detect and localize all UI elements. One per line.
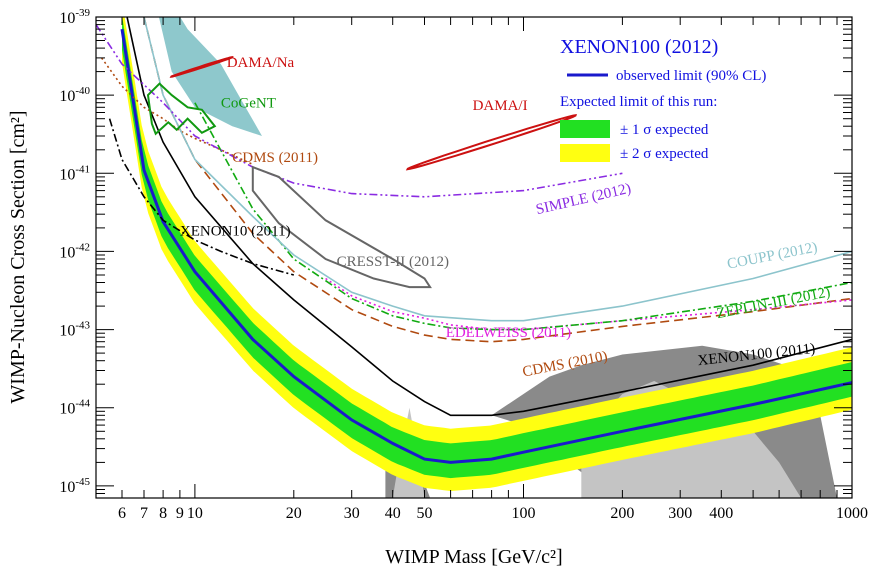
x-tick-label: 400 xyxy=(709,505,733,522)
label-cresst-ii-2012: CRESST-II (2012) xyxy=(337,254,449,270)
x-tick-label: 8 xyxy=(159,505,167,522)
x-tick-label: 200 xyxy=(610,505,634,522)
curve-cdms-2010 xyxy=(143,17,852,343)
x-tick-label: 50 xyxy=(417,505,433,522)
curve-xenon100-2011 xyxy=(126,17,852,417)
legend-title: XENON100 (2012) xyxy=(560,36,718,58)
y-tick-label: 10-39 xyxy=(59,7,90,27)
curve-xenon100-2012 xyxy=(120,28,852,464)
curve-coupp-2012 xyxy=(143,17,852,322)
region-cogent xyxy=(146,82,217,136)
y-tick-label: 10-42 xyxy=(59,241,90,261)
legend-one-sigma-swatch xyxy=(560,120,610,138)
y-axis-title: WIMP-Nucleon Cross Section [cm²] xyxy=(7,110,29,403)
legend-two-sigma-swatch xyxy=(560,144,610,162)
x-axis-title: WIMP Mass [GeV/c²] xyxy=(385,546,562,568)
x-tick-label: 6 xyxy=(118,505,126,522)
signal-regions xyxy=(146,55,577,289)
label-coupp-2012: COUPP (2012) xyxy=(726,240,819,273)
x-tick-label: 20 xyxy=(286,505,302,522)
region-dama-i xyxy=(405,113,577,171)
legend: XENON100 (2012) observed limit (90% CL) … xyxy=(560,36,766,162)
y-tick-label: 10-44 xyxy=(59,398,90,418)
label-edelweiss-2011: EDELWEISS (2011) xyxy=(446,325,571,341)
cogent-fill-area xyxy=(158,17,262,136)
region-cresst-ii-2012 xyxy=(251,165,432,289)
curve-edelweiss-2011 xyxy=(325,277,852,331)
label-dama-i: DAMA/I xyxy=(473,98,528,114)
y-tick-label: 10-43 xyxy=(59,320,90,340)
curve-zeplin-iii-2012 xyxy=(194,102,852,331)
plot-frame xyxy=(95,16,853,499)
x-tick-label: 9 xyxy=(176,505,184,522)
legend-observed-label: observed limit (90% CL) xyxy=(616,68,766,84)
cogent-shaded-region xyxy=(158,17,262,136)
legend-expected-header: Expected limit of this run: xyxy=(560,94,717,110)
curve-xenon10-2011 xyxy=(108,118,295,276)
y-tick-label: 10-45 xyxy=(59,476,90,496)
label-xenon10-2011: XENON10 (2011) xyxy=(180,224,291,240)
x-tick-label: 30 xyxy=(344,505,360,522)
legend-two-sigma-label: ± 2 σ expected xyxy=(620,146,709,162)
x-tick-label: 40 xyxy=(385,505,401,522)
y-tick-label: 10-40 xyxy=(59,85,90,105)
x-tick-label: 10 xyxy=(187,505,203,522)
label-cdms-2011: CDMS (2011) xyxy=(232,150,318,166)
legend-one-sigma-label: ± 1 σ expected xyxy=(620,122,709,138)
x-tick-label: 1000 xyxy=(836,505,868,522)
x-tick-label: 300 xyxy=(668,505,692,522)
x-tick-label: 100 xyxy=(512,505,536,522)
expected-sensitivity-bands xyxy=(122,17,852,491)
y-tick-label: 10-41 xyxy=(59,163,90,183)
label-cogent: CoGeNT xyxy=(221,95,276,111)
axes: 6 7 8 9 10 20 30 40 50 100 200 300 400 1000 10-45 10-44… xyxy=(59,7,868,522)
exclusion-curves xyxy=(96,17,852,464)
region-dama-na xyxy=(169,55,234,78)
x-tick-label: 7 xyxy=(140,505,148,522)
label-dama-na: DAMA/Na xyxy=(227,55,295,71)
label-zeplin-iii-2012: ZEPLIN-III (2012) xyxy=(715,284,831,322)
